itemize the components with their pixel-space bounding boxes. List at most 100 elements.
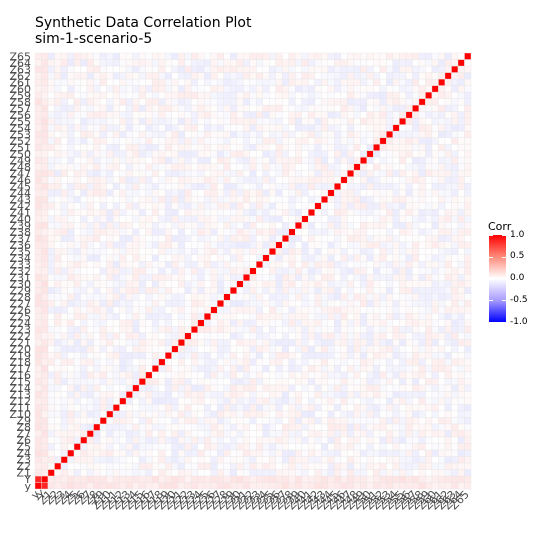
heatmap-cell	[464, 326, 472, 334]
heatmap-cell	[93, 384, 101, 392]
heatmap-cell	[366, 397, 374, 405]
heatmap-cell	[190, 306, 198, 314]
heatmap-cell	[347, 313, 355, 321]
heatmap-cell	[132, 72, 140, 80]
heatmap-cell	[34, 404, 42, 412]
heatmap-cell	[99, 332, 107, 340]
heatmap-cell	[93, 202, 101, 210]
heatmap-cell	[236, 417, 244, 425]
heatmap-cell	[197, 91, 205, 99]
heatmap-cell	[373, 339, 381, 347]
heatmap-cell	[366, 65, 374, 73]
heatmap-cell	[405, 189, 413, 197]
heatmap-cell	[93, 352, 101, 360]
heatmap-cell	[138, 78, 146, 86]
heatmap-cell	[80, 378, 88, 386]
heatmap-cell	[41, 423, 49, 431]
heatmap-cell	[67, 456, 75, 464]
heatmap-cell	[360, 410, 368, 418]
heatmap-cell	[54, 111, 62, 119]
heatmap-cell	[230, 417, 237, 425]
heatmap-cell	[164, 143, 172, 151]
heatmap-cell	[197, 449, 205, 457]
heatmap-cell	[67, 228, 75, 236]
heatmap-cell	[190, 143, 198, 151]
heatmap-cell	[151, 176, 159, 184]
heatmap-cell	[243, 202, 250, 210]
heatmap-cell	[327, 98, 335, 106]
heatmap-cell	[321, 124, 329, 132]
heatmap-cell	[125, 248, 133, 255]
heatmap-cell	[34, 436, 42, 444]
heatmap-cell	[256, 208, 263, 216]
heatmap-cell	[158, 130, 166, 138]
heatmap-cell	[197, 78, 205, 86]
heatmap-cell	[151, 339, 159, 347]
heatmap-cell	[379, 130, 387, 138]
heatmap-cell	[106, 365, 114, 373]
heatmap-cell	[412, 462, 420, 470]
heatmap-cell	[86, 378, 94, 386]
heatmap-cell	[347, 306, 355, 314]
heatmap-cell	[321, 436, 329, 444]
heatmap-cell	[54, 248, 62, 255]
heatmap-cell	[73, 326, 81, 334]
heatmap-cell	[210, 98, 218, 106]
heatmap-cell	[262, 221, 270, 229]
heatmap-cell	[243, 182, 250, 190]
heatmap-cell	[399, 241, 407, 249]
heatmap-cell	[360, 52, 368, 60]
heatmap-cell	[93, 124, 101, 132]
heatmap-cell	[164, 267, 172, 275]
heatmap-cell	[353, 404, 361, 412]
heatmap-cell	[203, 202, 211, 210]
heatmap-cell	[379, 91, 387, 99]
heatmap-cell	[93, 261, 101, 268]
heatmap-cell	[366, 215, 374, 223]
heatmap-cell	[158, 228, 166, 236]
heatmap-cell	[151, 456, 159, 464]
heatmap-cell	[119, 248, 127, 255]
heatmap-cell	[308, 111, 316, 119]
heatmap-cell	[275, 176, 283, 184]
heatmap-cell	[184, 462, 192, 470]
heatmap-cell	[386, 65, 394, 73]
heatmap-cell	[451, 176, 459, 184]
heatmap-cell	[41, 293, 49, 301]
heatmap-cell	[360, 404, 368, 412]
heatmap-cell	[392, 111, 400, 119]
heatmap-cell	[282, 319, 289, 327]
heatmap-cell	[314, 326, 322, 334]
heatmap-cell	[373, 287, 381, 294]
heatmap-cell	[190, 339, 198, 347]
heatmap-cell	[41, 241, 49, 249]
heatmap-cell	[275, 475, 283, 483]
heatmap-cell	[327, 410, 335, 418]
y-tick-label: Z30	[9, 278, 31, 291]
heatmap-cell	[444, 85, 452, 93]
heatmap-cell	[184, 124, 192, 132]
heatmap-cell	[80, 274, 88, 281]
heatmap-cell	[464, 104, 472, 112]
heatmap-cell	[249, 326, 257, 334]
heatmap-cell	[112, 124, 120, 132]
heatmap-cell	[243, 456, 250, 464]
heatmap-cell	[262, 195, 270, 203]
heatmap-cell	[275, 319, 283, 327]
heatmap-cell	[340, 215, 348, 223]
heatmap-cell	[366, 78, 374, 86]
heatmap-cell	[236, 254, 244, 262]
heatmap-cell	[288, 306, 296, 314]
heatmap-cell	[295, 202, 303, 210]
heatmap-cell	[275, 313, 283, 321]
heatmap-cell	[106, 261, 114, 268]
heatmap-cell	[60, 228, 68, 236]
heatmap-cell	[275, 365, 283, 373]
y-tick-label: Z9	[16, 415, 31, 428]
heatmap-cell	[217, 261, 224, 268]
heatmap-cell	[282, 72, 289, 80]
heatmap-cell	[203, 417, 211, 425]
heatmap-cell	[464, 124, 472, 132]
heatmap-cell	[353, 241, 361, 249]
heatmap-cell	[256, 267, 263, 275]
